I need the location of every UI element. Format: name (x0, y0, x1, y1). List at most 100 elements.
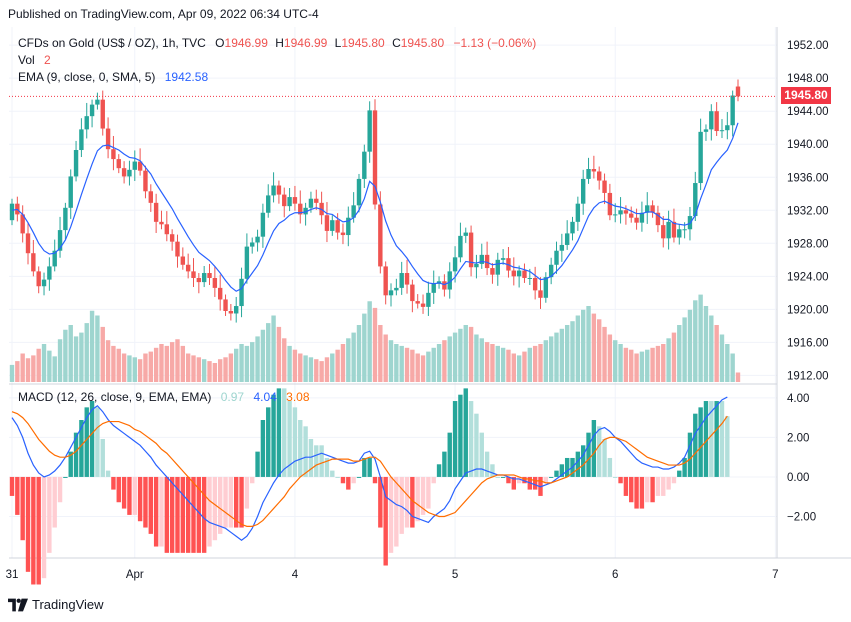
macd-histogram-bar (394, 476, 399, 547)
candle-body (63, 207, 68, 231)
volume-bar (266, 323, 271, 382)
candle-body (532, 277, 538, 291)
macd-histogram-bar (597, 426, 602, 477)
candle-body (661, 225, 666, 239)
macd-histogram-bar (404, 476, 410, 528)
candle-body (719, 130, 725, 132)
volume-bar (629, 349, 634, 382)
macd-histogram-bar (591, 420, 597, 477)
macd-histogram-bar (436, 464, 442, 477)
macd-histogram-bar (298, 420, 303, 477)
macd-histogram-bar (693, 413, 698, 477)
candle-body (207, 273, 212, 278)
volume-bar (383, 334, 388, 382)
volume-bar (41, 344, 47, 382)
candle-body (68, 176, 73, 208)
volume-bar (474, 334, 479, 382)
signal-line (11, 411, 728, 527)
candle-body (111, 149, 116, 160)
volume-bar (703, 306, 709, 382)
volume-bar (175, 339, 180, 382)
published-text: Published on TradingView.com, Apr 09, 20… (8, 7, 319, 21)
volume-bar (250, 342, 255, 382)
candle-body (431, 283, 436, 293)
macd-histogram-bar (490, 464, 495, 477)
volume-bar (378, 325, 383, 382)
volume-bar (127, 355, 132, 382)
vol-value: 2 (44, 53, 51, 67)
time-tick-label: 6 (612, 569, 618, 581)
macd-tick-label: 2.00 (787, 432, 809, 444)
macd-histogram-bar (132, 476, 137, 515)
candle-body (57, 230, 63, 251)
volume-bar (479, 338, 484, 382)
candle-body (169, 234, 175, 242)
candle-body (463, 232, 468, 236)
candle-body (410, 284, 415, 302)
price-tick-label: 1932.00 (787, 205, 829, 217)
macd-histogram-bar (458, 394, 463, 477)
volume-bar (693, 300, 698, 382)
macd-histogram-bar (127, 476, 132, 515)
macd-histogram-bar (447, 432, 452, 477)
candle-body (31, 253, 36, 272)
macd-tick-label: −2.00 (787, 511, 816, 523)
macd-histogram-bar (95, 407, 100, 477)
candle-body (244, 246, 250, 279)
macd-histogram-bar (153, 476, 159, 547)
macd-histogram-bar (351, 476, 356, 484)
volume-bar (655, 345, 661, 382)
macd-histogram-bar (559, 464, 565, 477)
candle-body (84, 116, 89, 130)
macd-histogram-bar (564, 457, 570, 477)
candle-body (351, 205, 356, 218)
candle-body (554, 250, 559, 265)
macd-histogram-bar (52, 476, 57, 528)
volume-bar (212, 363, 218, 382)
macd-histogram-bar (618, 476, 623, 484)
macd-histogram-bar (484, 451, 490, 477)
volume-bar (356, 325, 362, 382)
macd-histogram-bar (586, 432, 591, 477)
candle-body (575, 203, 581, 222)
candle-body (73, 150, 79, 177)
candle-body (693, 183, 698, 217)
candle-body (613, 214, 618, 216)
volume-bar (554, 332, 559, 382)
macd-histogram-bar (63, 476, 68, 478)
macd-histogram-bar (703, 401, 709, 477)
macd-histogram-bar (250, 476, 255, 484)
candle-body (468, 232, 474, 268)
price-tick-label: 1944.00 (787, 106, 829, 118)
volume-bar (709, 315, 714, 382)
macd-histogram-bar (426, 476, 431, 509)
volume-bar (234, 348, 239, 382)
candle-body (703, 129, 709, 132)
volume-bar (490, 344, 495, 382)
volume-bar (335, 349, 340, 382)
price-tick-label: 1928.00 (787, 238, 829, 250)
footer-brand[interactable]: TradingView (8, 597, 104, 612)
volume-bar (650, 347, 655, 382)
volume-bar (559, 328, 565, 382)
volume-bar (564, 325, 570, 382)
volume-bar (36, 348, 41, 382)
volume-bar (468, 326, 474, 382)
candle-body (597, 171, 602, 181)
candle-body (324, 215, 330, 231)
macd-histogram-bar (84, 407, 89, 477)
candle-body (217, 287, 223, 300)
candle-body (36, 271, 41, 287)
macd-histogram-bar (185, 476, 191, 553)
candle-body (185, 264, 191, 272)
last-price-badge: 1945.80 (781, 87, 831, 104)
macd-histogram-bar (169, 476, 175, 553)
macd-histogram-bar (319, 445, 324, 477)
time-tick-label: 5 (452, 569, 458, 581)
volume-bar (687, 309, 693, 382)
volume-bar (137, 359, 143, 382)
volume-bar (447, 336, 452, 382)
macd-histogram-bar (25, 476, 31, 572)
candle-body (564, 233, 570, 245)
